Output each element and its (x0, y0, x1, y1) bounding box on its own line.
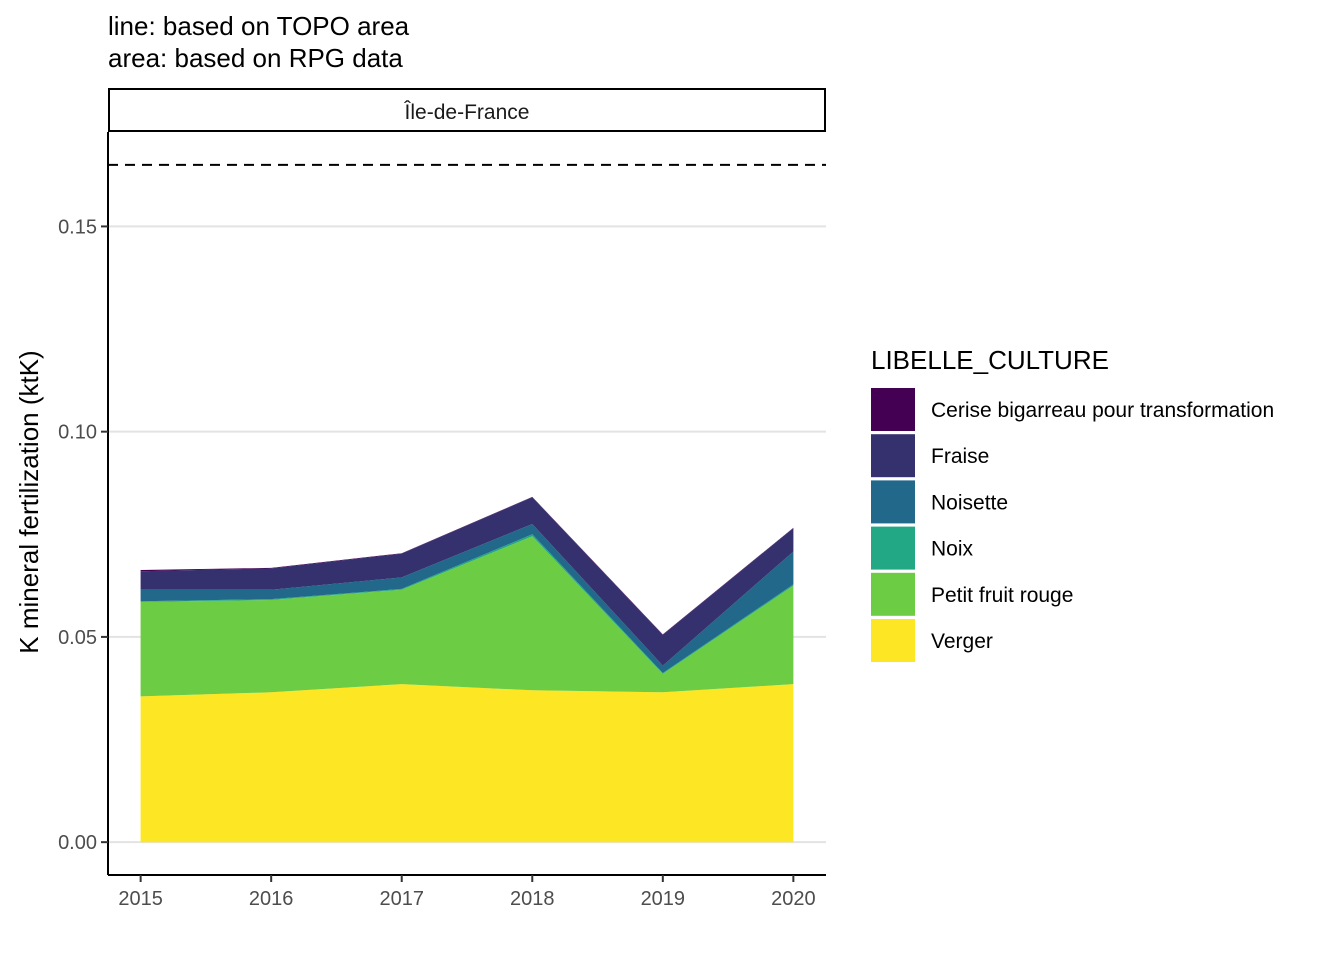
y-tick-label: 0.05 (58, 627, 97, 649)
legend-key-noix (871, 526, 915, 570)
legend-key-petit-fruit-rouge (871, 572, 915, 616)
legend-label-cerise-bigarreau-pour-transformation: Cerise bigarreau pour transformation (931, 399, 1274, 422)
legend-label-verger: Verger (931, 630, 993, 653)
area-cerise-bigarreau-pour-transformation (140, 496, 794, 635)
x-tick-label: 2019 (641, 888, 686, 910)
legend: LIBELLE_CULTURE Cerise bigarreau pour tr… (871, 345, 1274, 662)
area-petit-fruit-rouge (140, 536, 794, 697)
area-verger (140, 684, 794, 843)
area-noix (140, 534, 794, 674)
legend-key-verger (871, 619, 915, 662)
legend-key-noisette (871, 480, 915, 524)
legend-key-cerise-bigarreau-pour-transformation (871, 388, 915, 431)
legend-label-noisette: Noisette (931, 491, 1008, 514)
x-tick-label: 2018 (510, 888, 555, 910)
y-tick-label: 0.00 (58, 832, 97, 854)
chart-title: line: based on TOPO area (108, 11, 410, 41)
legend-items: Cerise bigarreau pour transformation Frai… (871, 388, 1274, 662)
legend-label-fraise: Fraise (931, 445, 989, 468)
x-tick-label: 2017 (379, 888, 424, 910)
area-layers (140, 496, 794, 843)
facet-strip (108, 88, 826, 132)
chart-subtitle: area: based on RPG data (108, 43, 403, 73)
y-tick-label: 0.10 (58, 422, 97, 444)
y-axis-label: K mineral fertilization (ktK) (14, 350, 44, 653)
facet-label: Île-de-France (404, 101, 530, 124)
area-noisette (140, 524, 794, 673)
x-tick-label: 2020 (771, 888, 816, 910)
x-tick-label: 2015 (118, 888, 163, 910)
legend-label-petit-fruit-rouge: Petit fruit rouge (931, 584, 1073, 607)
legend-label-noix: Noix (931, 538, 974, 561)
y-axis: 0.00 0.05 0.10 0.15 (58, 216, 108, 854)
legend-title: LIBELLE_CULTURE (871, 345, 1109, 375)
area-fraise (140, 497, 794, 666)
y-tick-label: 0.15 (58, 216, 97, 238)
x-axis: 2015 2016 2017 2018 2019 2020 (118, 875, 816, 910)
x-tick-label: 2016 (249, 888, 294, 910)
legend-key-fraise (871, 434, 915, 478)
